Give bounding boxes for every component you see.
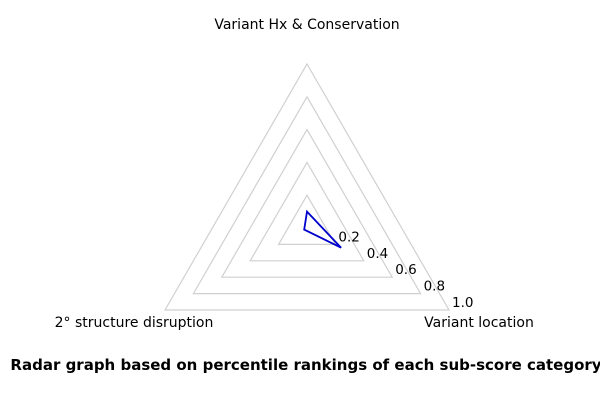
gridline-triangle — [220, 128, 394, 278]
radial-tick-label: 0.4 — [367, 246, 388, 262]
figure-caption: Radar graph based on percentile rankings… — [10, 356, 600, 374]
axis-label-variant-location: Variant location — [424, 315, 534, 331]
radial-tick-label: 0.8 — [424, 279, 445, 295]
gridline-triangle — [163, 62, 451, 311]
radial-tick-label: 1.0 — [452, 295, 473, 311]
gridline-triangle — [249, 161, 365, 262]
radial-tick-label: 0.6 — [395, 262, 416, 278]
axis-label-variant-hx-conservation: Variant Hx & Conservation — [214, 17, 400, 33]
radial-tick-label: 0.2 — [338, 229, 359, 245]
data-series-polygon — [303, 209, 342, 249]
gridline-triangle — [277, 193, 337, 245]
axis-label-structure-disruption: 2° structure disruption — [54, 315, 214, 331]
gridline-triangle — [192, 95, 422, 295]
